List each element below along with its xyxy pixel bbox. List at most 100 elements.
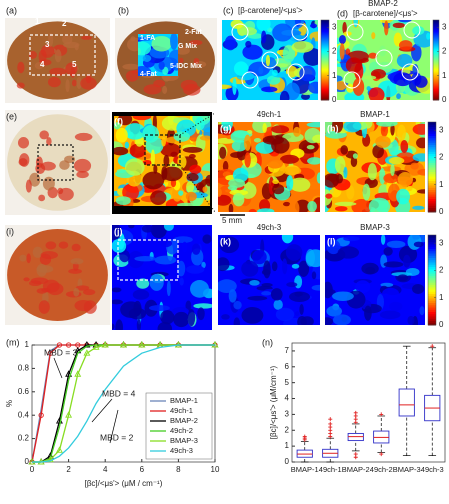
panel-label: (n) (262, 337, 273, 347)
heat-blob (229, 189, 249, 196)
heat-blob (272, 179, 280, 185)
y-tick-label: 0.4 (18, 410, 30, 419)
heat-blob (363, 75, 377, 80)
panel-subtitle: BMAP-2 (368, 0, 398, 8)
heat-blob (273, 299, 283, 310)
colorbar-step (428, 291, 436, 294)
colorbar-step (428, 160, 436, 163)
heat-blob (316, 172, 320, 184)
colorbar-frame (320, 19, 330, 101)
series-line (32, 344, 215, 463)
tissue-spot (17, 137, 30, 149)
legend-box (145, 392, 213, 460)
colorbar-step (433, 68, 439, 71)
colorbar-step (433, 78, 439, 81)
heat-blob (308, 81, 318, 94)
roi-box (144, 134, 181, 166)
heat-blob (397, 171, 414, 187)
colorbar-step (321, 34, 329, 37)
legend-label: 49ch-1 (170, 406, 193, 415)
colorbar-step (433, 92, 439, 95)
y-tick-label: 1 (285, 441, 290, 450)
heat-blob (332, 314, 351, 325)
colorbar-step (433, 36, 439, 39)
heat-blob (332, 122, 344, 133)
annotation-arrow (91, 398, 113, 423)
colorbar-step (321, 50, 329, 53)
colorbar-step (428, 189, 436, 193)
heat-blob (303, 48, 318, 66)
heat-blob (261, 269, 271, 276)
heat-blob (326, 305, 343, 317)
tissue-spot (28, 51, 37, 59)
roi-circle (343, 71, 361, 89)
heat-blob (219, 146, 227, 159)
colorbar-frame (427, 234, 437, 326)
panel-title: [β-carotene]/<μs'> (353, 9, 418, 18)
tissue-spot (40, 44, 55, 58)
panel-title: 49ch-1 (257, 110, 282, 119)
heat-blob (232, 78, 237, 96)
colorbar-step (428, 176, 436, 179)
heat-blob (364, 305, 372, 321)
heat-blob (129, 143, 146, 158)
colorbar-step (321, 56, 329, 59)
heat-blob (177, 260, 186, 277)
heat-blob (386, 240, 406, 248)
heat-blob (132, 289, 150, 300)
outlier (379, 412, 384, 417)
heat-blob (228, 203, 234, 212)
colorbar-step (433, 70, 439, 73)
heat-blob (325, 288, 336, 296)
heat-blob (114, 146, 129, 156)
colorbar-step (428, 277, 436, 281)
heatmap (114, 116, 210, 206)
heat-blob (307, 157, 320, 165)
colorbar-step (428, 122, 436, 125)
panel-label: (j) (114, 226, 123, 236)
heat-blob (312, 134, 320, 143)
colorbar-step (428, 194, 436, 197)
heat-blob (334, 206, 348, 212)
colorbar-step (428, 198, 436, 202)
colorbar-step (433, 66, 439, 69)
heat-blob (362, 183, 371, 201)
x-tick-label: 8 (176, 465, 181, 474)
heat-blob (244, 152, 251, 168)
heat-blob (221, 122, 233, 131)
heat-blob (339, 43, 345, 60)
colorbar-step (321, 88, 329, 91)
heat-blob (124, 123, 146, 140)
panel-label: (f) (114, 116, 123, 126)
heat-blob (245, 40, 252, 48)
colorbar-step (433, 20, 439, 23)
tissue-spot (19, 254, 27, 262)
colorbar-tick-label: 3 (439, 125, 444, 134)
annotation: MBD = 3 (44, 347, 78, 357)
heat-blob (307, 201, 317, 212)
heat-blob (176, 202, 197, 206)
heat-blob (166, 280, 171, 297)
colorbar-step (321, 20, 329, 23)
heat-blob (299, 303, 304, 316)
heat-blob (407, 315, 415, 325)
heat-blob (122, 183, 139, 201)
heat-blob (343, 166, 348, 179)
tissue-spot (46, 137, 52, 146)
heat-blob (410, 162, 419, 170)
heat-blob (242, 44, 263, 60)
heat-blob (249, 280, 260, 286)
y-tick-label: 4 (285, 394, 290, 403)
colorbar-step (428, 311, 436, 315)
heat-blob (379, 45, 387, 57)
colorbar-step (433, 84, 439, 87)
tissue-spot (47, 76, 61, 88)
colorbar-step (321, 24, 329, 27)
heat-blob (133, 300, 142, 316)
heat-blob (346, 184, 355, 200)
y-tick-label: 5 (285, 378, 290, 387)
heatmap (222, 20, 318, 100)
colorbar-step (433, 50, 439, 53)
heat-blob (134, 256, 157, 262)
heat-blob (311, 271, 317, 280)
